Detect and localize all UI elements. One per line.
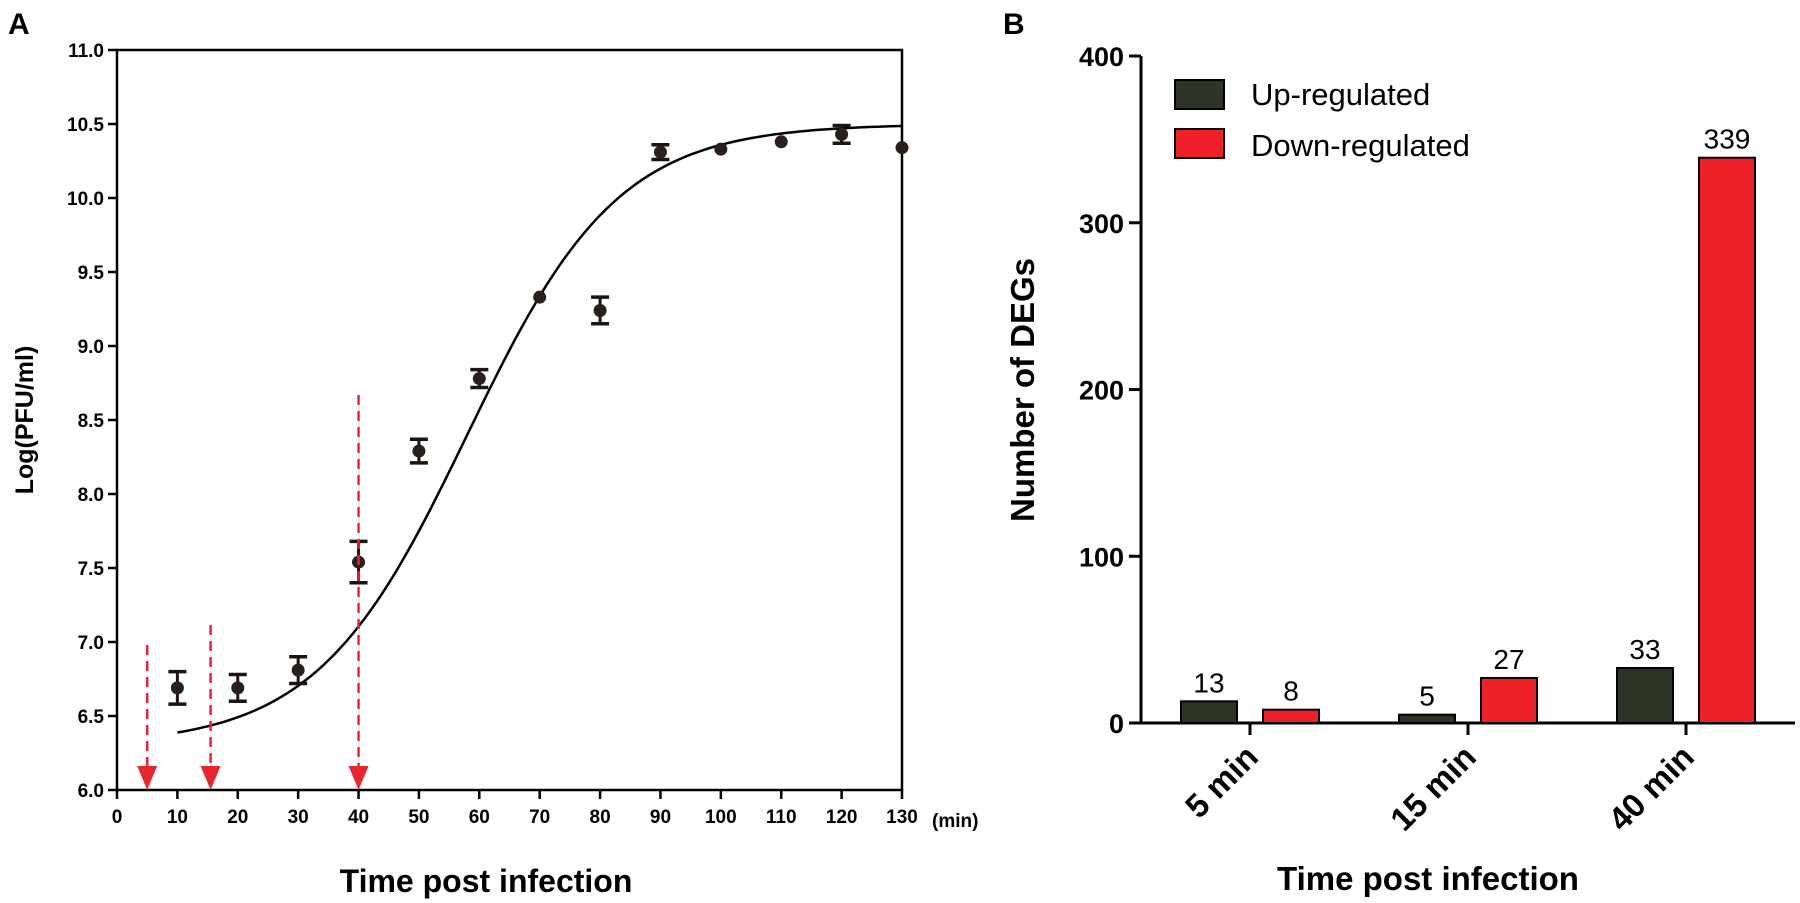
panel-b-y-tick-label: 400	[1079, 42, 1124, 72]
panel-a-x-tick-label: 0	[112, 807, 123, 828]
panel-a-x-tick-label: 110	[766, 807, 797, 828]
bar-value-label: 8	[1283, 676, 1299, 707]
panel-a-data-point	[895, 141, 909, 155]
bar-down-regulated-15-min	[1480, 676, 1538, 724]
panel-b-category-label: 15 min	[1383, 738, 1483, 838]
panel-b-category-label: 5 min	[1178, 738, 1265, 825]
panel-a-x-tick-label: 80	[590, 807, 611, 828]
panel-a-x-tick-label: 50	[408, 807, 429, 828]
bar-value-label: 33	[1629, 634, 1660, 665]
legend: Up-regulated Down-regulated	[1174, 77, 1470, 163]
panel-a-x-tick-label: 60	[469, 807, 490, 828]
panel-a-data-point	[472, 372, 486, 386]
panel-a-y-tick-label: 9.5	[78, 263, 105, 284]
bar-up-regulated-15-min	[1398, 713, 1456, 724]
panel-a-y-tick-label: 10.5	[67, 115, 104, 136]
panel-a-data-point	[774, 135, 788, 149]
panel-b-y-tick-label: 300	[1079, 209, 1124, 239]
panel-b-y-axis-title: Number of DEGs	[1004, 258, 1041, 522]
bar-value-label: 13	[1193, 667, 1224, 698]
panel-a-y-tick-label: 11.0	[68, 41, 104, 62]
bar-value-label: 5	[1419, 681, 1435, 712]
bar-down-regulated-40-min	[1698, 156, 1756, 724]
panel-a-x-tick-label: 40	[348, 807, 369, 828]
panel-b-y-tick-label: 100	[1079, 542, 1124, 572]
panel-a-y-tick-label: 8.5	[78, 411, 105, 432]
panel-a-x-axis-title: Time post infection	[340, 863, 633, 899]
panel-a-data-point	[533, 290, 547, 304]
panel-a-data-point	[231, 681, 245, 695]
panel-a-x-tick-label: 30	[288, 807, 309, 828]
panel-a-data-point	[412, 444, 426, 458]
panel-a-y-tick-label: 7.0	[78, 633, 104, 654]
panel-a-x-tick-label: 100	[705, 807, 737, 828]
panel-a-x-tick-label: 10	[167, 807, 188, 828]
panel-a-plot-frame	[115, 48, 904, 792]
legend-label-up-regulated: Up-regulated	[1251, 77, 1430, 112]
bar-value-label: 339	[1704, 124, 1751, 155]
panel-a-data-point	[170, 681, 184, 695]
legend-swatch-up-regulated	[1174, 79, 1225, 110]
bar-down-regulated-5-min	[1262, 708, 1320, 724]
panel-a-data-point	[835, 127, 849, 141]
panel-a-data-point	[593, 303, 607, 317]
panel-b-x-axis-title: Time post infection	[1277, 860, 1579, 897]
panel-b-label: B	[1003, 8, 1025, 41]
bar-up-regulated-5-min	[1180, 700, 1238, 725]
panel-b-y-tick-label: 0	[1109, 709, 1124, 739]
bar-up-regulated-40-min	[1616, 666, 1674, 724]
panel-a-chart: 6.0 6.5 7.0 7.5 8.0 8.5 9.0 9.5 10.0 10.5 11.0 0 10…	[11, 41, 978, 899]
panel-a-fit-curve	[177, 124, 903, 734]
panel-a-red-arrow	[348, 395, 369, 790]
panel-b-category-label: 40 min	[1601, 738, 1701, 838]
panel-a-y-tick-label: 10.0	[67, 189, 104, 210]
panel-a-x-tick-label: 20	[227, 807, 248, 828]
panel-a-data-point	[291, 663, 305, 677]
panel-a-y-axis-title: Log(PFU/ml)	[11, 346, 39, 495]
panel-a-label: A	[8, 8, 30, 41]
panel-a-red-arrow	[137, 645, 158, 790]
panel-b-chart: 0 100 200 300 400 13 8 5 27 33 339 5 min 15 min 40 …	[1004, 42, 1795, 897]
panel-a-red-arrow	[200, 625, 221, 790]
legend-label-down-regulated: Down-regulated	[1251, 128, 1470, 163]
panel-a-data-point	[714, 142, 728, 156]
panel-a-y-tick-label: 7.5	[78, 559, 105, 580]
bar-value-label: 27	[1493, 644, 1524, 675]
panel-a-x-tick-label: 90	[650, 807, 671, 828]
panel-a-data-point	[653, 145, 667, 159]
panel-a-y-tick-label: 6.5	[78, 707, 105, 728]
panel-a-x-tick-label: 70	[529, 807, 550, 828]
panel-b-y-tick-label: 200	[1079, 376, 1124, 406]
panel-a-x-tick-label: 130	[886, 807, 918, 828]
panel-a-x-tick-label: 120	[826, 807, 858, 828]
panel-a-x-unit: (min)	[932, 811, 978, 832]
panel-a-y-tick-label: 8.0	[78, 485, 104, 506]
legend-swatch-down-regulated	[1174, 128, 1225, 159]
panel-a-y-tick-label: 9.0	[78, 337, 104, 358]
panel-a-y-tick-label: 6.0	[78, 781, 104, 802]
